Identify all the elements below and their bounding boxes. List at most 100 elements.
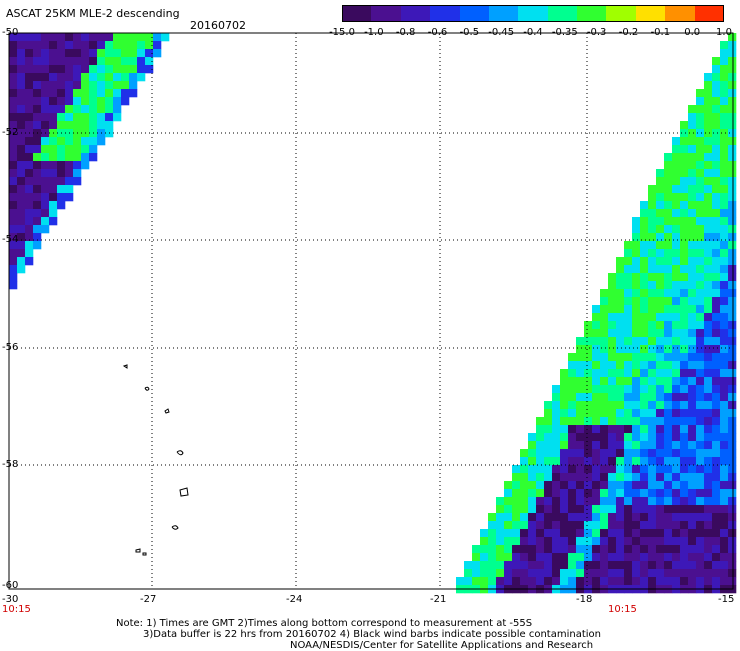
swath-cell	[640, 561, 649, 570]
swath-cell	[648, 417, 657, 426]
swath-cell	[57, 97, 66, 106]
colorbar-label: -0.6	[427, 27, 448, 38]
swath-cell	[640, 377, 649, 386]
swath-cell	[696, 473, 705, 482]
swath-cell	[728, 529, 737, 538]
swath-cell	[9, 97, 18, 106]
swath-cell	[728, 241, 737, 250]
swath-cell	[712, 553, 721, 562]
swath-cell	[504, 505, 513, 514]
lat-label: -54	[2, 234, 19, 245]
swath-cell	[656, 385, 665, 394]
swath-cell	[656, 169, 665, 178]
swath-cell	[568, 577, 577, 586]
swath-cell	[704, 321, 713, 330]
lon-label: -21	[430, 594, 447, 605]
swath-cell	[680, 265, 689, 274]
colorbar-swatch	[577, 5, 607, 22]
swath-cell	[616, 313, 625, 322]
swath-cell	[584, 353, 593, 362]
swath-cell	[680, 441, 689, 450]
swath-cell	[600, 417, 609, 426]
swath-cell	[41, 185, 50, 194]
swath-cell	[680, 497, 689, 506]
swath-cell	[712, 161, 721, 170]
swath-cell	[105, 65, 114, 74]
swath-cell	[17, 265, 26, 274]
swath-cell	[608, 569, 617, 578]
colorbar-swatch	[547, 5, 578, 22]
swath-cell	[536, 553, 545, 562]
swath-cell	[49, 217, 58, 226]
swath-cell	[672, 505, 681, 514]
swath-cell	[664, 561, 673, 570]
colorbar-swatch	[430, 5, 461, 22]
swath-cell	[672, 345, 681, 354]
swath-cell	[632, 257, 641, 266]
swath-cell	[600, 457, 609, 466]
swath-cell	[680, 505, 689, 514]
swath-cell	[720, 473, 729, 482]
swath-cell	[728, 89, 737, 98]
swath-cell	[640, 433, 649, 442]
swath-cell	[145, 65, 154, 74]
swath-cell	[672, 273, 681, 282]
colorbar-swatch	[342, 5, 372, 22]
swath-cell	[728, 537, 737, 546]
swath-cell	[696, 153, 705, 162]
swath-cell	[656, 425, 665, 434]
swath-cell	[544, 425, 553, 434]
swath-cell	[105, 105, 114, 114]
swath-cell	[544, 489, 553, 498]
swath-cell	[680, 329, 689, 338]
swath-cell	[664, 185, 673, 194]
swath-cell	[9, 241, 18, 250]
swath-cell	[17, 89, 26, 98]
swath-cell	[688, 241, 697, 250]
swath-cell	[720, 217, 729, 226]
swath-cell	[129, 33, 138, 42]
swath-cell	[600, 553, 609, 562]
swath-cell	[672, 409, 681, 418]
swath-cell	[712, 393, 721, 402]
swath-cell	[33, 41, 42, 50]
lon-label: -30	[2, 594, 19, 605]
swath-cell	[632, 561, 641, 570]
swath-cell	[640, 369, 649, 378]
swath-cell	[728, 353, 737, 362]
swath-cell	[648, 393, 657, 402]
swath-cell	[728, 49, 737, 58]
swath-cell	[512, 513, 521, 522]
swath-cell	[624, 561, 633, 570]
swath-cell	[113, 113, 122, 122]
swath-cell	[712, 489, 721, 498]
swath-cell	[608, 537, 617, 546]
swath-cell	[608, 545, 617, 554]
swath-cell	[696, 225, 705, 234]
swath-cell	[536, 489, 545, 498]
swath-cell	[720, 481, 729, 490]
swath-cell	[121, 33, 130, 42]
swath-cell	[720, 305, 729, 314]
swath-cell	[33, 49, 42, 58]
swath-cell	[105, 33, 114, 42]
swath-cell	[41, 113, 50, 122]
swath-cell	[664, 329, 673, 338]
swath-cell	[664, 377, 673, 386]
swath-cell	[560, 569, 569, 578]
lon-label: -27	[140, 594, 157, 605]
swath-cell	[680, 465, 689, 474]
swath-cell	[640, 345, 649, 354]
swath-cell	[576, 529, 585, 538]
swath-cell	[480, 553, 489, 562]
swath-cell	[488, 577, 497, 586]
swath-cell	[576, 425, 585, 434]
swath-cell	[25, 113, 34, 122]
swath-cell	[121, 41, 130, 50]
swath-cell	[728, 489, 737, 498]
swath-cell	[9, 105, 18, 114]
swath-cell	[696, 113, 705, 122]
swath-cell	[576, 417, 585, 426]
swath-cell	[576, 409, 585, 418]
